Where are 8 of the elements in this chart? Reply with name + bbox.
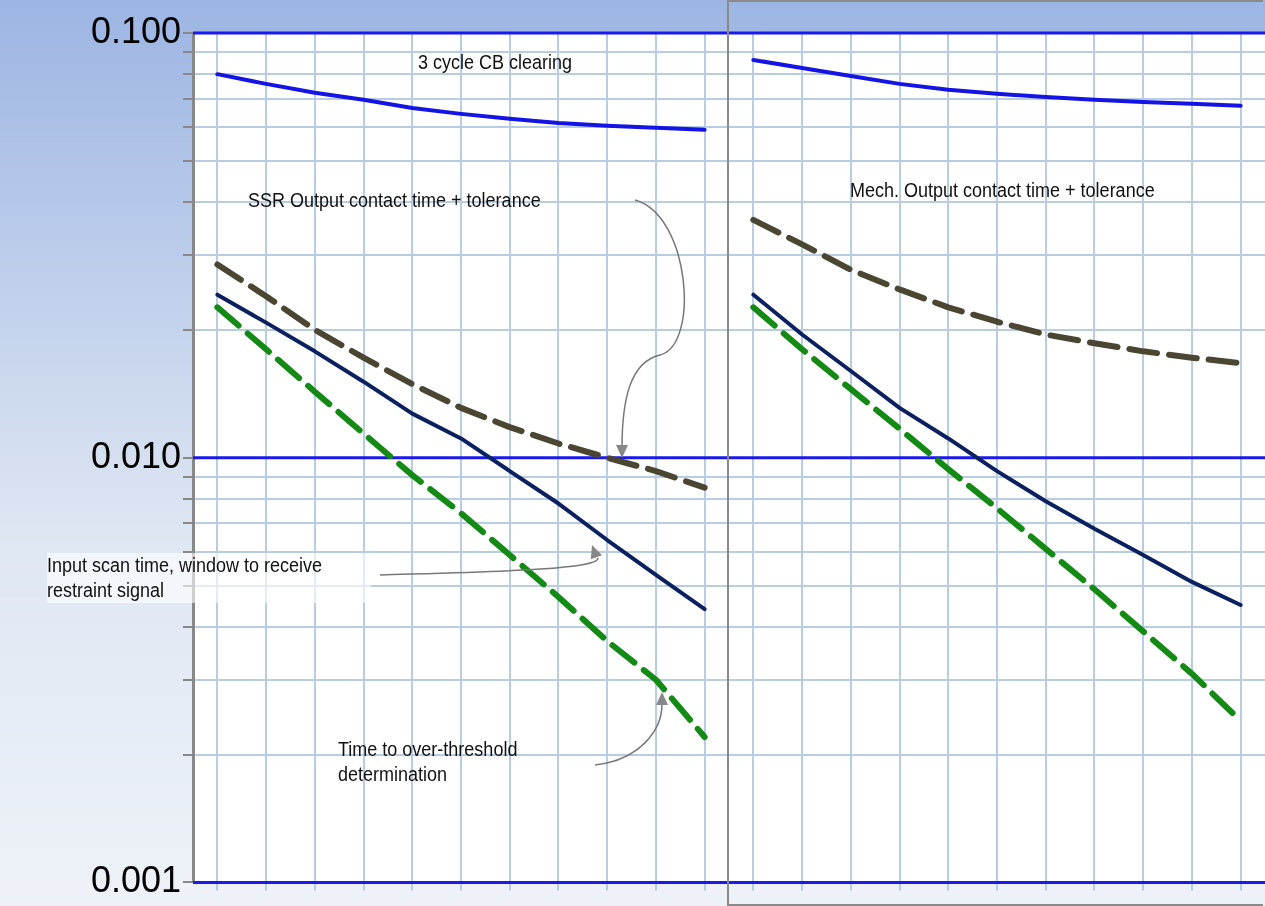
- annotation: Input scan time, window to receive restraint signal: [47, 553, 371, 603]
- annotation: Time to over-threshold determination: [338, 737, 519, 787]
- y-tick-label: 0.001: [90, 859, 181, 901]
- y-tick-label: 0.100: [90, 9, 181, 51]
- y-tick-label: 0.010: [90, 434, 181, 476]
- annotation: SSR Output contact time + tolerance: [248, 188, 541, 213]
- annotation: 3 cycle CB clearing: [418, 50, 573, 75]
- annotation: Mech. Output contact time + tolerance: [850, 178, 1155, 203]
